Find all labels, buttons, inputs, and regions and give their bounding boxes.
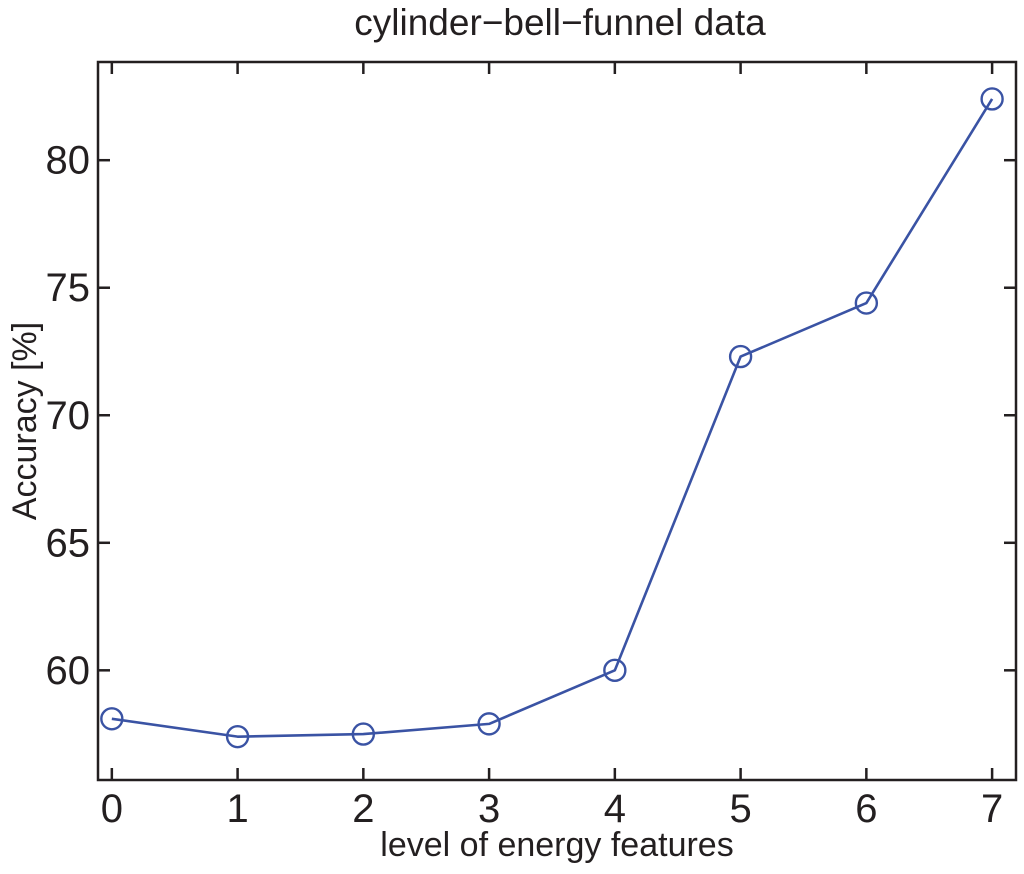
data-point-marker [854, 291, 879, 315]
data-point-marker [477, 712, 501, 736]
data-point-marker [100, 707, 124, 731]
chart-title: cylinder−bell−funnel data [354, 2, 766, 43]
data-line [111, 98, 994, 738]
y-tick-label: 65 [46, 521, 91, 565]
x-tick-label: 4 [604, 787, 626, 831]
plot-area: 0 1 2 3 4 5 6 7 60 65 70 75 80 [46, 60, 1018, 831]
y-tick-label: 75 [46, 266, 91, 310]
x-tick-label: 0 [101, 787, 123, 831]
y-tick-label: 80 [46, 139, 91, 183]
x-tick-label: 7 [981, 787, 1003, 831]
x-axis-label: level of energy features [380, 826, 733, 864]
data-point-marker [603, 658, 627, 683]
x-tick-label: 6 [855, 787, 877, 831]
data-point-marker [225, 724, 250, 749]
data-point-marker [728, 344, 753, 369]
data-point-marker [351, 722, 376, 746]
y-tick-label: 60 [46, 649, 91, 693]
x-tick-label: 2 [352, 787, 374, 831]
y-tick-label: 70 [46, 394, 91, 438]
x-tick-label: 3 [478, 787, 500, 831]
data-point-marker [980, 87, 1004, 111]
x-tick-label: 5 [729, 787, 751, 831]
y-axis-label: Accuracy [%] [6, 322, 44, 520]
x-tick-label: 1 [226, 787, 248, 831]
plot-box [96, 60, 1018, 782]
